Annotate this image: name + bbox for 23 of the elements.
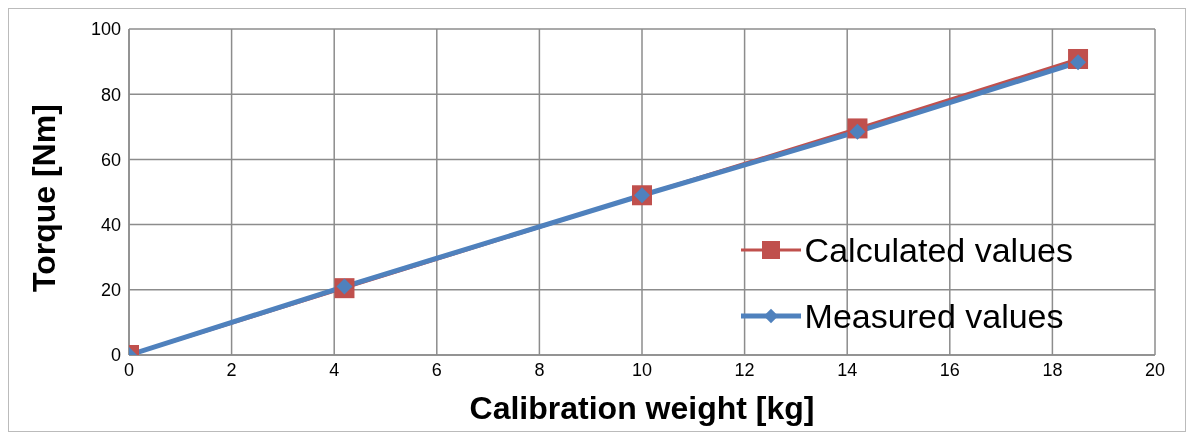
x-tick-label: 8 <box>534 359 545 380</box>
y-tick-label: 20 <box>100 280 121 301</box>
point <box>849 123 866 140</box>
x-tick-label: 0 <box>123 359 135 380</box>
x-tick-label: 4 <box>329 359 340 380</box>
x-axis-title: Calibration weight [kg] <box>469 390 815 426</box>
x-tick-label: 2 <box>226 359 237 380</box>
y-axis-title: Torque [Nm] <box>26 104 63 292</box>
y-tick-label: 80 <box>100 84 121 105</box>
x-tick-label: 10 <box>631 359 653 380</box>
legend-label: Calculated values <box>804 230 1073 270</box>
legend-label: Measured values <box>804 296 1064 336</box>
y-tick-label: 100 <box>90 19 121 40</box>
point <box>1070 54 1087 71</box>
x-tick-label: 20 <box>1144 359 1166 380</box>
x-tick-label: 18 <box>1042 359 1063 380</box>
x-tick-label: 14 <box>837 359 858 380</box>
x-tick-label: 12 <box>734 359 755 380</box>
y-tick-label: 0 <box>110 345 121 366</box>
y-tick-label: 60 <box>100 149 121 170</box>
x-tick-label: 6 <box>431 359 442 380</box>
y-tick-label: 40 <box>100 214 121 235</box>
x-tick-label: 16 <box>939 359 960 380</box>
